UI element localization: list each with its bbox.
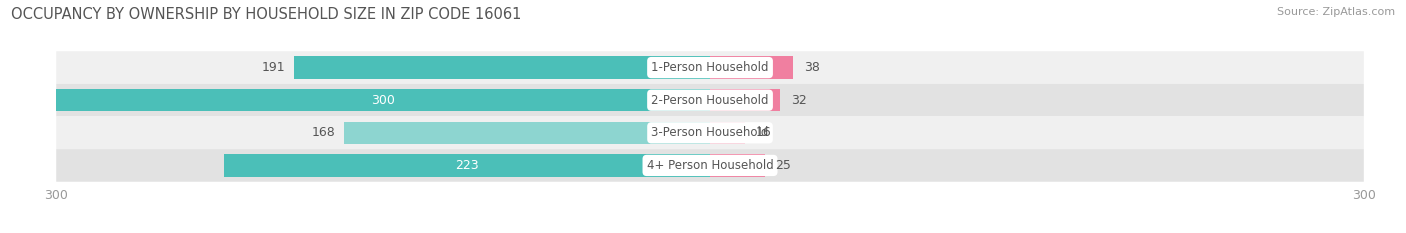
Bar — [224, 154, 710, 177]
Text: 4+ Person Household: 4+ Person Household — [647, 159, 773, 172]
Bar — [294, 56, 710, 79]
Text: 223: 223 — [456, 159, 479, 172]
Text: 3-Person Household: 3-Person Household — [651, 126, 769, 139]
FancyBboxPatch shape — [56, 84, 1364, 116]
Text: 2-Person Household: 2-Person Household — [651, 94, 769, 107]
Bar — [344, 122, 710, 144]
Bar — [56, 89, 710, 111]
Bar — [710, 122, 745, 144]
Text: 191: 191 — [262, 61, 285, 74]
FancyBboxPatch shape — [56, 149, 1364, 182]
Text: 168: 168 — [312, 126, 335, 139]
Text: 300: 300 — [371, 94, 395, 107]
Text: 32: 32 — [790, 94, 807, 107]
FancyBboxPatch shape — [56, 116, 1364, 149]
Text: Source: ZipAtlas.com: Source: ZipAtlas.com — [1277, 7, 1395, 17]
Bar — [710, 56, 793, 79]
Text: 1-Person Household: 1-Person Household — [651, 61, 769, 74]
Text: 16: 16 — [756, 126, 772, 139]
Text: OCCUPANCY BY OWNERSHIP BY HOUSEHOLD SIZE IN ZIP CODE 16061: OCCUPANCY BY OWNERSHIP BY HOUSEHOLD SIZE… — [11, 7, 522, 22]
Bar — [710, 89, 780, 111]
FancyBboxPatch shape — [56, 51, 1364, 84]
Text: 38: 38 — [804, 61, 820, 74]
Bar — [710, 154, 765, 177]
Text: 25: 25 — [776, 159, 792, 172]
